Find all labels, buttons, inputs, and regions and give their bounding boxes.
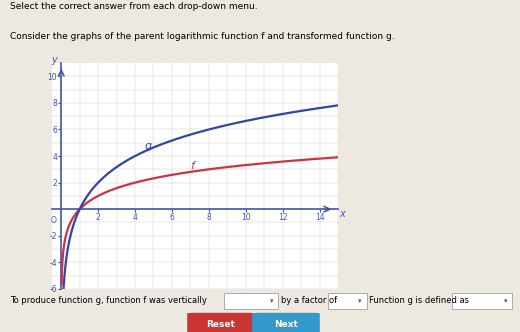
Text: ▾: ▾ [503, 298, 507, 304]
Text: Next: Next [274, 320, 298, 329]
Text: y: y [51, 55, 57, 65]
Text: Consider the graphs of the parent logarithmic function f and transformed functio: Consider the graphs of the parent logari… [10, 32, 395, 42]
Text: ▾: ▾ [358, 298, 361, 304]
FancyBboxPatch shape [252, 313, 320, 332]
Text: Function g is defined as: Function g is defined as [369, 296, 469, 305]
FancyBboxPatch shape [452, 292, 512, 309]
Text: Select the correct answer from each drop-down menu.: Select the correct answer from each drop… [10, 2, 258, 12]
Text: g: g [144, 141, 151, 151]
Text: ▾: ▾ [269, 298, 273, 304]
FancyBboxPatch shape [224, 292, 278, 309]
Text: x: x [339, 209, 345, 219]
Text: f: f [190, 161, 194, 171]
FancyBboxPatch shape [328, 292, 367, 309]
FancyBboxPatch shape [187, 313, 255, 332]
Text: Reset: Reset [206, 320, 236, 329]
Text: To produce function g, function f was vertically: To produce function g, function f was ve… [10, 296, 207, 305]
Text: O: O [51, 216, 57, 225]
Text: by a factor of: by a factor of [281, 296, 337, 305]
